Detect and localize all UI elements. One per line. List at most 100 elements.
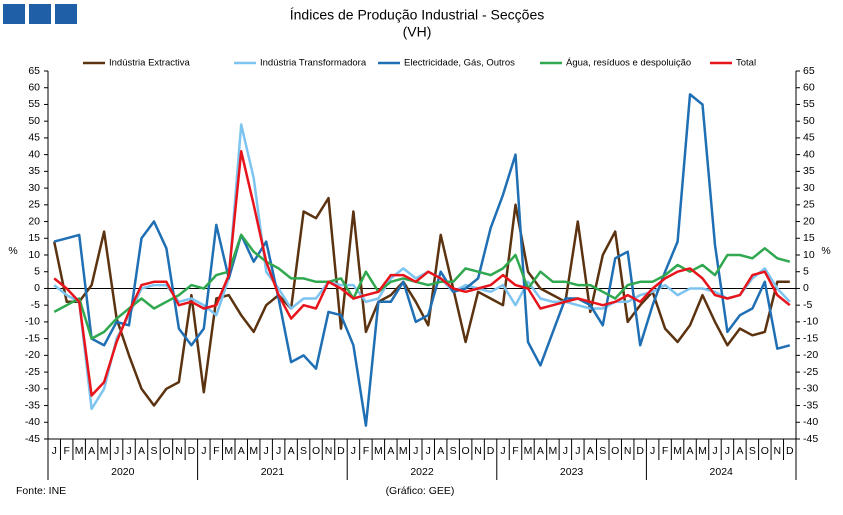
x-tick-label: M xyxy=(399,445,408,457)
x-tick-label: A xyxy=(88,445,95,457)
y2-tick-label: -45 xyxy=(803,433,818,445)
x-tick-label: O xyxy=(162,445,170,457)
y2-tick-label: 30 xyxy=(803,182,815,194)
y-tick-label: 60 xyxy=(28,82,40,94)
x-tick-label: S xyxy=(300,445,307,457)
y-tick-label: 20 xyxy=(28,215,40,227)
y-tick-label: 25 xyxy=(28,199,40,211)
series-line xyxy=(53,233,791,340)
x-tick-label: N xyxy=(774,445,782,457)
y2-tick-label: 45 xyxy=(803,132,815,144)
y-tick-label: -20 xyxy=(25,349,40,361)
chart-title: Índices de Produção Industrial - Secções xyxy=(290,7,544,23)
x-tick-label: J xyxy=(575,445,580,457)
x-tick-label: J xyxy=(426,445,431,457)
x-tick-label: J xyxy=(413,445,418,457)
y-tick-label: 45 xyxy=(28,132,40,144)
x-tick-label: M xyxy=(698,445,707,457)
y-tick-label: -10 xyxy=(25,316,40,328)
y-tick-label: 50 xyxy=(28,115,40,127)
x-tick-label: J xyxy=(500,445,505,457)
x-tick-label: J xyxy=(725,445,730,457)
y-tick-label: -30 xyxy=(25,383,40,395)
x-tick-label: F xyxy=(63,445,69,457)
year-label: 2024 xyxy=(710,466,734,478)
x-tick-label: M xyxy=(549,445,558,457)
year-label: 2021 xyxy=(261,466,285,478)
legend-label: Electricidade, Gás, Outros xyxy=(404,58,515,69)
year-label: 2023 xyxy=(560,466,584,478)
legend-label: Água, resíduos e despoluição xyxy=(566,58,691,69)
y2-tick-label: 15 xyxy=(803,232,815,244)
y-tick-label: -5 xyxy=(31,299,40,311)
x-tick-label: N xyxy=(624,445,632,457)
x-tick-label: A xyxy=(138,445,145,457)
x-tick-label: A xyxy=(736,445,743,457)
y2-tick-label: -5 xyxy=(803,299,812,311)
y2-tick-label: -10 xyxy=(803,316,818,328)
source: Fonte: INE xyxy=(16,485,66,497)
y2-tick-label: -25 xyxy=(803,366,818,378)
y2-tick-label: 5 xyxy=(803,266,809,278)
y2-tick-label: -35 xyxy=(803,399,818,411)
x-tick-label: S xyxy=(450,445,457,457)
x-tick-label: A xyxy=(437,445,444,457)
y-axis-label: % xyxy=(8,245,17,257)
x-tick-label: J xyxy=(201,445,206,457)
y-tick-label: 15 xyxy=(28,232,40,244)
y-tick-label: -35 xyxy=(25,399,40,411)
x-tick-label: N xyxy=(325,445,333,457)
y-tick-label: -40 xyxy=(25,416,40,428)
legend-label: Indústria Extractiva xyxy=(109,58,190,69)
x-tick-label: A xyxy=(288,445,295,457)
y2-tick-label: 20 xyxy=(803,215,815,227)
y2-tick-label: 40 xyxy=(803,148,815,160)
x-tick-label: O xyxy=(312,445,320,457)
x-tick-label: J xyxy=(264,445,269,457)
x-tick-label: D xyxy=(786,445,794,457)
x-tick-label: F xyxy=(662,445,668,457)
x-tick-label: M xyxy=(374,445,383,457)
x-tick-label: J xyxy=(351,445,356,457)
year-label: 2020 xyxy=(111,466,135,478)
x-tick-label: A xyxy=(387,445,394,457)
logo-square xyxy=(55,4,77,24)
x-tick-label: S xyxy=(150,445,157,457)
x-tick-label: D xyxy=(636,445,644,457)
x-tick-label: O xyxy=(611,445,619,457)
x-tick-label: M xyxy=(249,445,258,457)
y-tick-label: 30 xyxy=(28,182,40,194)
legend-label: Total xyxy=(736,58,756,69)
y2-axis-label: % xyxy=(821,245,830,257)
x-tick-label: J xyxy=(712,445,717,457)
x-tick-label: J xyxy=(276,445,281,457)
y2-tick-label: 35 xyxy=(803,165,815,177)
x-tick-label: A xyxy=(537,445,544,457)
y-tick-label: 10 xyxy=(28,249,40,261)
logo-square xyxy=(3,4,25,24)
x-tick-label: M xyxy=(673,445,682,457)
x-tick-label: M xyxy=(524,445,533,457)
series-line xyxy=(52,196,790,407)
y-tick-label: -15 xyxy=(25,332,40,344)
x-tick-label: D xyxy=(188,445,196,457)
y-tick-label: -25 xyxy=(25,366,40,378)
x-tick-label: J xyxy=(114,445,119,457)
logo-square xyxy=(29,4,51,24)
x-tick-label: J xyxy=(126,445,131,457)
x-tick-label: D xyxy=(487,445,495,457)
chart-subtitle: (VH) xyxy=(403,24,432,40)
series-line xyxy=(53,93,791,427)
y-tick-label: 0 xyxy=(34,282,40,294)
y2-tick-label: 60 xyxy=(803,82,815,94)
y2-tick-label: 50 xyxy=(803,115,815,127)
x-tick-label: A xyxy=(238,445,245,457)
series-line xyxy=(53,150,791,397)
y2-tick-label: 55 xyxy=(803,98,815,110)
y2-tick-label: -30 xyxy=(803,383,818,395)
y2-tick-label: -40 xyxy=(803,416,818,428)
x-tick-label: S xyxy=(599,445,606,457)
x-tick-label: M xyxy=(224,445,233,457)
y2-tick-label: 0 xyxy=(803,282,809,294)
